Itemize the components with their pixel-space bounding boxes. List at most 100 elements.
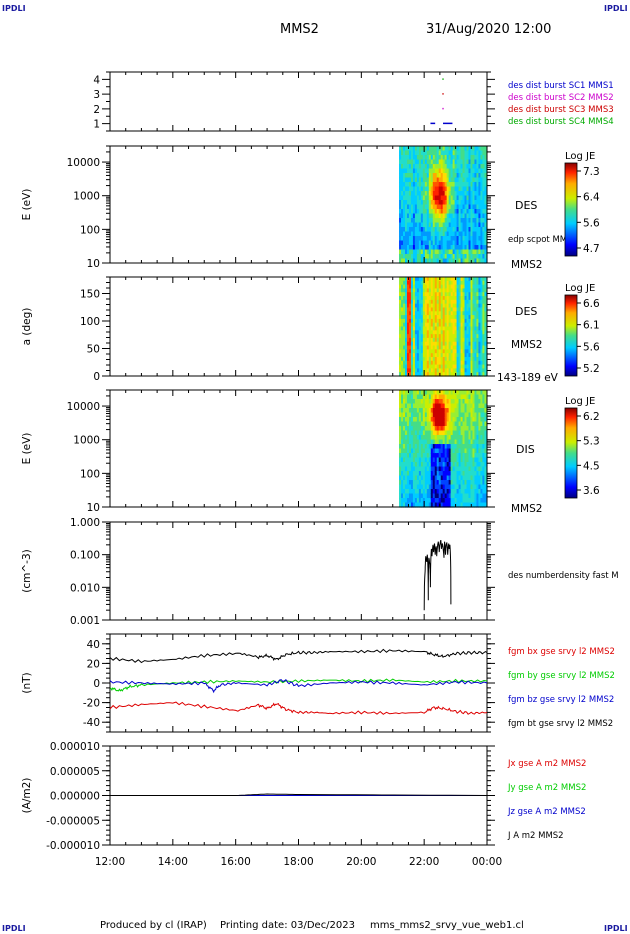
dis_energy-pixel [442,390,446,396]
des_energy-pixel [444,254,448,260]
des_pitch-pixel [399,307,402,312]
des_energy-pixel [428,245,432,251]
des_pitch-pixel [403,307,406,312]
dis_energy-pixel [450,498,454,504]
des_pitch-pixel [428,337,432,343]
des_pitch-pixel [456,303,460,309]
des_pitch-pixel [422,349,426,354]
des_pitch-pixel [401,288,404,293]
des_energy-pixel [478,258,482,264]
des_pitch-pixel [480,372,483,377]
des_energy-pixel [460,218,464,224]
des_energy-pixel [440,254,444,260]
des_pitch-pixel [474,315,478,320]
des_pitch-pixel [474,277,478,282]
des_pitch-colorbar-tick-label: 5.6 [583,341,600,353]
des_pitch-pixel [446,303,450,309]
des_energy-pixel [482,227,485,233]
des_pitch-pixel [454,284,458,290]
dis_energy-pixel [422,498,426,504]
des_pitch-pixel [436,280,440,286]
des_energy-pixel [426,200,430,206]
density-y-tick-label: 0.100 [70,550,100,562]
des_pitch-pixel [478,292,482,297]
des_pitch-pixel [426,349,430,354]
dis_energy-pixel [478,493,482,499]
dis_energy-pixel [480,489,483,495]
des_energy-pixel [468,258,472,264]
dis_energy-pixel [452,421,456,427]
des_energy-pixel [464,204,468,210]
des_pitch-pixel [484,303,487,309]
des_energy-pixel [403,173,406,179]
des_pitch-pixel [416,277,420,282]
des_energy-pixel [430,195,434,201]
dis_energy-pixel [434,439,438,445]
dis_energy-pixel [444,480,448,486]
des_pitch-pixel [416,318,420,324]
dis_energy-pixel [428,480,432,486]
des_pitch-pixel [399,345,402,350]
des_energy-pixel [476,146,480,152]
des_pitch-pixel [418,303,422,309]
dis_energy-pixel [404,466,408,472]
dis_energy-pixel [403,502,406,508]
des_energy-pixel [470,245,474,251]
dis_energy-pixel [424,484,428,490]
des_pitch-pixel [458,292,462,297]
des_energy-pixel [462,173,466,179]
dis_energy-pixel [454,439,458,445]
dis_energy-pixel [484,412,487,418]
des_pitch-pixel [482,341,485,347]
des_energy-pixel [476,186,480,192]
dis_energy-pixel [420,471,424,477]
des_pitch-pixel [450,372,454,377]
dis_energy-pixel [426,444,430,450]
des_energy-pixel [408,249,412,255]
dis_energy-pixel [464,480,468,486]
des_pitch-pixel [416,341,420,347]
dis_energy-pixel [438,462,442,468]
des_energy-pixel [418,173,422,179]
dis_energy-pixel [418,430,422,436]
dis_energy-pixel [422,408,426,414]
des_energy-pixel [476,258,480,264]
dis_energy-pixel [426,439,430,445]
des_pitch-pixel [484,337,487,343]
dis_energy-pixel [428,493,432,499]
dis_energy-pixel [462,457,466,463]
dis_energy-pixel [472,475,476,481]
des_pitch-pixel [462,368,466,373]
dis_energy-pixel [416,421,420,427]
des_energy-pixel [414,240,418,246]
des_pitch-pixel [404,303,408,309]
des_energy-pixel [480,258,483,264]
dis_energy-pixel [442,435,446,441]
des_pitch-pixel [452,341,456,347]
dis_energy-pixel [444,448,448,454]
dis_energy-pixel [432,399,436,405]
des_pitch-pixel [484,322,487,328]
dis_energy-pixel [401,480,404,486]
des_pitch-pixel [482,284,485,290]
des_pitch-pixel [432,330,436,335]
dis_energy-pixel [424,498,428,504]
des_energy-pixel [458,182,462,188]
dis_energy-pixel [422,475,426,481]
dis_energy-pixel [476,453,480,459]
dis_energy-pixel [452,502,456,508]
des_energy-pixel [403,254,406,260]
dis_energy-pixel [426,430,430,436]
des_energy-pixel [466,245,470,251]
des_energy-pixel [464,155,468,161]
des_energy-pixel [472,222,476,228]
dis_energy-pixel [420,435,424,441]
des_pitch-pixel [484,296,487,301]
des_pitch-pixel [434,368,438,373]
des_energy-pixel [470,222,474,228]
dis_energy-pixel [418,399,422,405]
dis_energy-pixel [404,444,408,450]
des_pitch-pixel [446,368,450,373]
des_energy-pixel [470,191,474,197]
des_pitch-pixel [399,322,402,328]
